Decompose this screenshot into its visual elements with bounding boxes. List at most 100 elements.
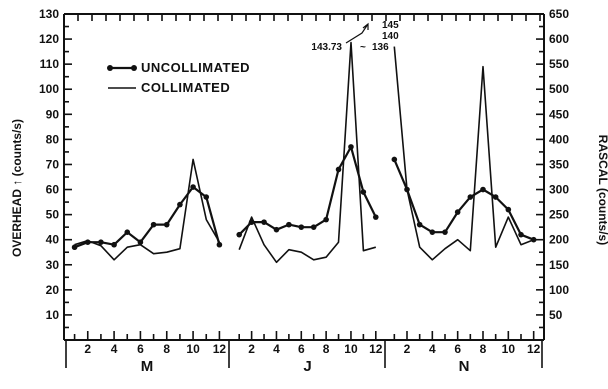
uncollimated-point xyxy=(416,221,423,228)
y-left-tick-label: 50 xyxy=(46,208,60,222)
chart-axes xyxy=(63,13,545,341)
uncollimated-point xyxy=(216,241,223,248)
x-tick-label: 10 xyxy=(186,342,200,356)
y-right-tick-label: 300 xyxy=(549,183,569,197)
x-tick-label: 2 xyxy=(404,342,411,356)
x-tick-label: 8 xyxy=(163,342,170,356)
uncollimated-point xyxy=(429,229,436,235)
y-axis-left-title: OVERHEAD ↑ (counts/s) xyxy=(10,119,24,257)
annotation-tilde: ~ xyxy=(360,42,366,53)
uncollimated-point xyxy=(391,156,398,163)
group-label-m: M xyxy=(141,358,154,375)
uncollimated-point xyxy=(261,219,267,225)
uncollimated-point xyxy=(286,221,292,228)
uncollimated-point xyxy=(111,241,117,248)
uncollimated-point xyxy=(518,231,524,238)
uncollimated-point xyxy=(163,221,170,228)
uncollimated-point xyxy=(492,194,499,200)
x-tick-label: 4 xyxy=(111,342,118,356)
x-tick-label: 4 xyxy=(429,342,436,356)
y-left-tick-label: 130 xyxy=(39,7,59,21)
y-left-tick-label: 60 xyxy=(46,183,60,197)
y-left-tick-label: 20 xyxy=(46,283,60,297)
uncollimated-point xyxy=(150,221,157,228)
x-tick-label: 6 xyxy=(137,342,144,356)
uncollimated-point xyxy=(310,224,317,230)
y-left-tick-label: 110 xyxy=(40,57,60,71)
y-left-tick-label: 40 xyxy=(46,233,60,247)
x-tick-label: 4 xyxy=(273,342,280,356)
uncollimated-point xyxy=(348,144,354,150)
x-tick-label: 12 xyxy=(527,342,541,356)
y-left-tick-label: 90 xyxy=(46,107,60,121)
x-tick-label: 10 xyxy=(502,342,516,356)
group-label-j: J xyxy=(303,358,311,375)
y-right-tick-label: 150 xyxy=(549,258,569,272)
annotation-136: 136 xyxy=(372,42,389,53)
y-left-tick-label: 10 xyxy=(46,308,60,322)
y-right-tick-label: 450 xyxy=(549,107,569,121)
series-uncollimated-line-n xyxy=(393,158,535,241)
y-right-tick-label: 50 xyxy=(549,308,563,322)
x-tick-label: 2 xyxy=(84,342,91,356)
peak-annotation: 145 140 143.73 ~ 136 xyxy=(311,20,399,53)
x-tick-label: 6 xyxy=(454,342,461,356)
uncollimated-point xyxy=(442,229,448,235)
uncollimated-point xyxy=(177,201,183,208)
series-collimated-line-m xyxy=(74,158,221,261)
uncollimated-point xyxy=(98,239,104,245)
chart-series xyxy=(71,41,537,264)
legend-uncollimated-marker xyxy=(131,65,137,71)
chart-ticks: 10 20 30 40 50 60 70 80 90 100 110 120 130 50 100 150 20… xyxy=(39,7,569,375)
y-right-tick-label: 550 xyxy=(549,57,569,71)
y-left-tick-label: 70 xyxy=(46,157,60,171)
uncollimated-point xyxy=(236,231,243,238)
uncollimated-point xyxy=(71,244,78,251)
y-left-tick-label: 30 xyxy=(46,258,60,272)
uncollimated-point xyxy=(335,166,342,173)
y-left-tick-label: 100 xyxy=(39,82,59,96)
y-right-tick-label: 200 xyxy=(549,233,569,247)
y-left-tick-label: 120 xyxy=(39,32,59,46)
uncollimated-point xyxy=(372,214,379,220)
x-tick-label: 6 xyxy=(298,342,305,356)
x-tick-label: 12 xyxy=(213,342,227,356)
uncollimated-point xyxy=(124,229,131,235)
series-collimated-line-j xyxy=(238,41,377,264)
uncollimated-point xyxy=(273,226,280,233)
legend-uncollimated-label: UNCOLLIMATED xyxy=(141,60,250,75)
x-tick-label: 8 xyxy=(480,342,487,356)
x-tick-label: 8 xyxy=(323,342,330,356)
y-right-tick-label: 600 xyxy=(549,32,569,46)
uncollimated-point xyxy=(467,194,474,200)
group-label-n: N xyxy=(459,358,470,375)
y-right-tick-label: 500 xyxy=(549,82,569,96)
x-tick-label: 12 xyxy=(369,342,383,356)
x-tick-label: 2 xyxy=(248,342,255,356)
y-right-tick-label: 100 xyxy=(549,283,569,297)
y-axis-right-title: RASCAL (counts/s) xyxy=(596,135,608,245)
series-uncollimated-line-m xyxy=(74,185,221,249)
uncollimated-point xyxy=(323,216,329,223)
y-left-tick-label: 80 xyxy=(46,132,60,146)
x-tick-label: 10 xyxy=(344,342,358,356)
annotation-143-73: 143.73 xyxy=(311,42,342,53)
y-right-tick-label: 250 xyxy=(549,208,569,222)
y-right-tick-label: 650 xyxy=(549,7,569,21)
y-right-tick-label: 400 xyxy=(549,132,569,146)
annotation-145: 145 xyxy=(382,20,399,31)
legend-collimated-label: COLLIMATED xyxy=(141,80,230,95)
uncollimated-point xyxy=(137,239,144,245)
uncollimated-point xyxy=(360,189,367,195)
legend-uncollimated-marker xyxy=(107,65,113,71)
legend: UNCOLLIMATED COLLIMATED xyxy=(107,60,250,95)
series-collimated-line-n xyxy=(393,46,534,261)
uncollimated-point xyxy=(298,224,305,230)
uncollimated-point xyxy=(505,206,512,213)
annotation-140: 140 xyxy=(382,31,399,42)
uncollimated-point xyxy=(190,184,196,190)
y-right-tick-label: 350 xyxy=(549,157,569,171)
uncollimated-point xyxy=(454,209,461,215)
uncollimated-point xyxy=(480,186,486,193)
